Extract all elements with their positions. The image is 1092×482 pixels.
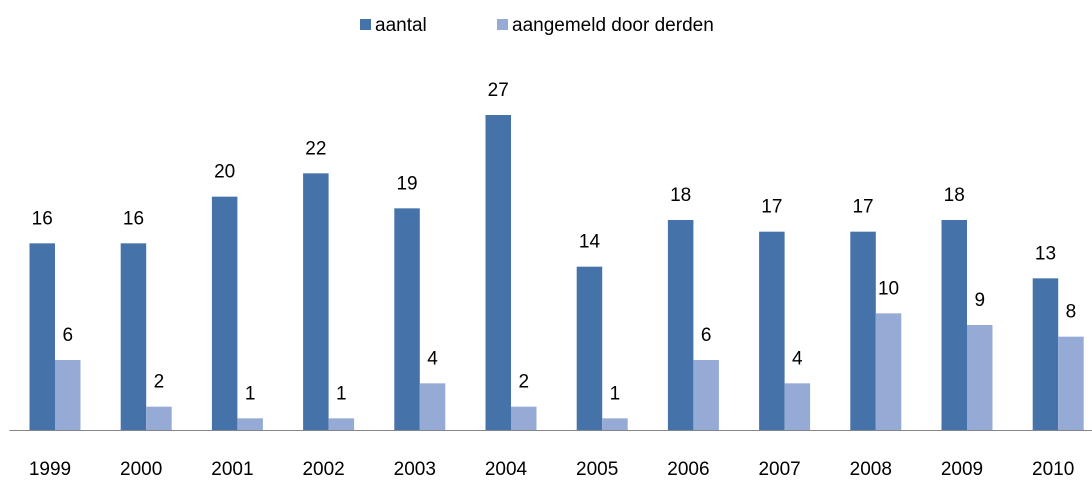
bar [419, 383, 446, 430]
x-tick-label: 1999 [29, 459, 71, 480]
data-label: 17 [761, 197, 782, 218]
bar [784, 383, 811, 430]
data-label: 1 [610, 383, 621, 404]
bar [875, 313, 902, 430]
data-label: 9 [974, 290, 985, 311]
data-label: 13 [1035, 243, 1056, 264]
bar [211, 196, 238, 430]
bar [29, 243, 55, 430]
data-label: 10 [878, 278, 899, 299]
data-label: 27 [488, 80, 509, 101]
bar [967, 325, 993, 430]
legend-label: aangemeld door derden [512, 15, 714, 36]
x-tick-label: 2007 [758, 459, 800, 480]
x-tick-label: 2004 [485, 459, 528, 480]
data-label: 17 [852, 197, 873, 218]
x-tick-label: 2009 [941, 459, 983, 480]
data-label: 16 [32, 208, 53, 229]
bar [602, 418, 628, 430]
x-tick-label: 2003 [394, 459, 436, 480]
bar [303, 173, 329, 431]
data-label: 1 [245, 383, 256, 404]
bar [576, 266, 603, 430]
legend-label: aantal [375, 15, 427, 36]
bar [941, 220, 967, 430]
data-label: 19 [396, 173, 417, 194]
bar [1058, 336, 1084, 430]
data-label: 1 [336, 383, 347, 404]
data-label: 22 [305, 138, 326, 159]
bar [237, 418, 263, 430]
bar [485, 115, 511, 430]
bar [1032, 278, 1059, 430]
bar [394, 208, 420, 430]
bar [120, 243, 147, 430]
legend-swatch [360, 19, 371, 30]
data-label: 2 [154, 372, 165, 393]
data-label: 18 [944, 185, 965, 206]
bar [667, 220, 694, 430]
x-tick-label: 2001 [211, 459, 253, 480]
bar [55, 360, 81, 430]
x-tick-label: 2006 [667, 459, 709, 480]
data-label: 4 [427, 348, 438, 369]
data-label: 8 [1066, 302, 1077, 323]
bar [759, 231, 785, 430]
bar [693, 360, 719, 430]
bar [328, 418, 355, 430]
data-label: 2 [518, 372, 529, 393]
x-tick-label: 2005 [576, 459, 618, 480]
data-label: 4 [792, 348, 803, 369]
x-tick-label: 2008 [850, 459, 892, 480]
legend-swatch [497, 19, 508, 30]
data-label: 16 [123, 208, 144, 229]
x-tick-label: 2010 [1032, 459, 1074, 480]
data-label: 6 [701, 325, 712, 346]
data-label: 20 [214, 162, 235, 183]
x-tick-label: 2000 [120, 459, 162, 480]
bar [146, 406, 172, 430]
x-tick-label: 2002 [302, 459, 344, 480]
data-label: 14 [579, 232, 601, 253]
data-label: 6 [62, 325, 73, 346]
data-label: 18 [670, 185, 691, 206]
bar [850, 231, 876, 430]
bar [511, 406, 537, 430]
